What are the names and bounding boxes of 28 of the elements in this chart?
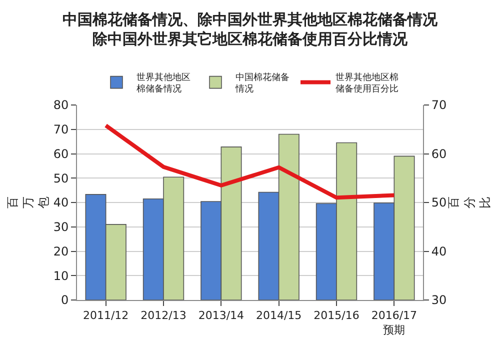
y-tick-label: 70 bbox=[53, 122, 69, 137]
x-tick-label: 2013/14 bbox=[198, 309, 244, 322]
legend-label: 中国棉花储备情况 bbox=[234, 72, 290, 95]
y-tick-label: 60 bbox=[53, 146, 69, 161]
y-tick-label: 30 bbox=[53, 220, 69, 234]
legend-label: 世界其他地区棉储备使用百分比 bbox=[336, 72, 398, 95]
y-tick-label: 80 bbox=[53, 98, 69, 112]
x-tick-label: 2011/12 bbox=[82, 309, 129, 322]
y2-tick-label: 50 bbox=[431, 196, 447, 210]
y-tick-label: 0 bbox=[60, 293, 69, 308]
chart-title: 中国棉花储备情况、除中国外世界其他地区棉花储备情况 bbox=[62, 10, 438, 28]
y-tick-label: 50 bbox=[53, 171, 69, 186]
y-axis-title: 百万包 bbox=[5, 196, 51, 208]
y2-axis-title: 百分比 bbox=[446, 196, 492, 208]
x-tick-label: 2016/17 预期 bbox=[371, 309, 418, 336]
chart-subtitle: 除中国外世界其它地区棉花储备使用百分比情况 bbox=[92, 30, 408, 48]
y-tick-label: 40 bbox=[53, 196, 69, 210]
y2-tick-label: 40 bbox=[431, 244, 447, 258]
line-series bbox=[104, 123, 396, 200]
x-tick-label: 2014/15 bbox=[256, 309, 302, 322]
y2-tick-label: 30 bbox=[431, 293, 447, 308]
y-tick-label: 10 bbox=[53, 268, 69, 283]
legend-label: 世界其他地区棉储备情况 bbox=[136, 72, 190, 95]
x-tick-label: 2012/13 bbox=[140, 309, 186, 322]
y-tick-label: 20 bbox=[53, 244, 69, 258]
x-tick-label: 2015/16 bbox=[314, 309, 360, 322]
y2-tick-label: 60 bbox=[431, 146, 447, 161]
y2-tick-label: 70 bbox=[431, 98, 447, 112]
